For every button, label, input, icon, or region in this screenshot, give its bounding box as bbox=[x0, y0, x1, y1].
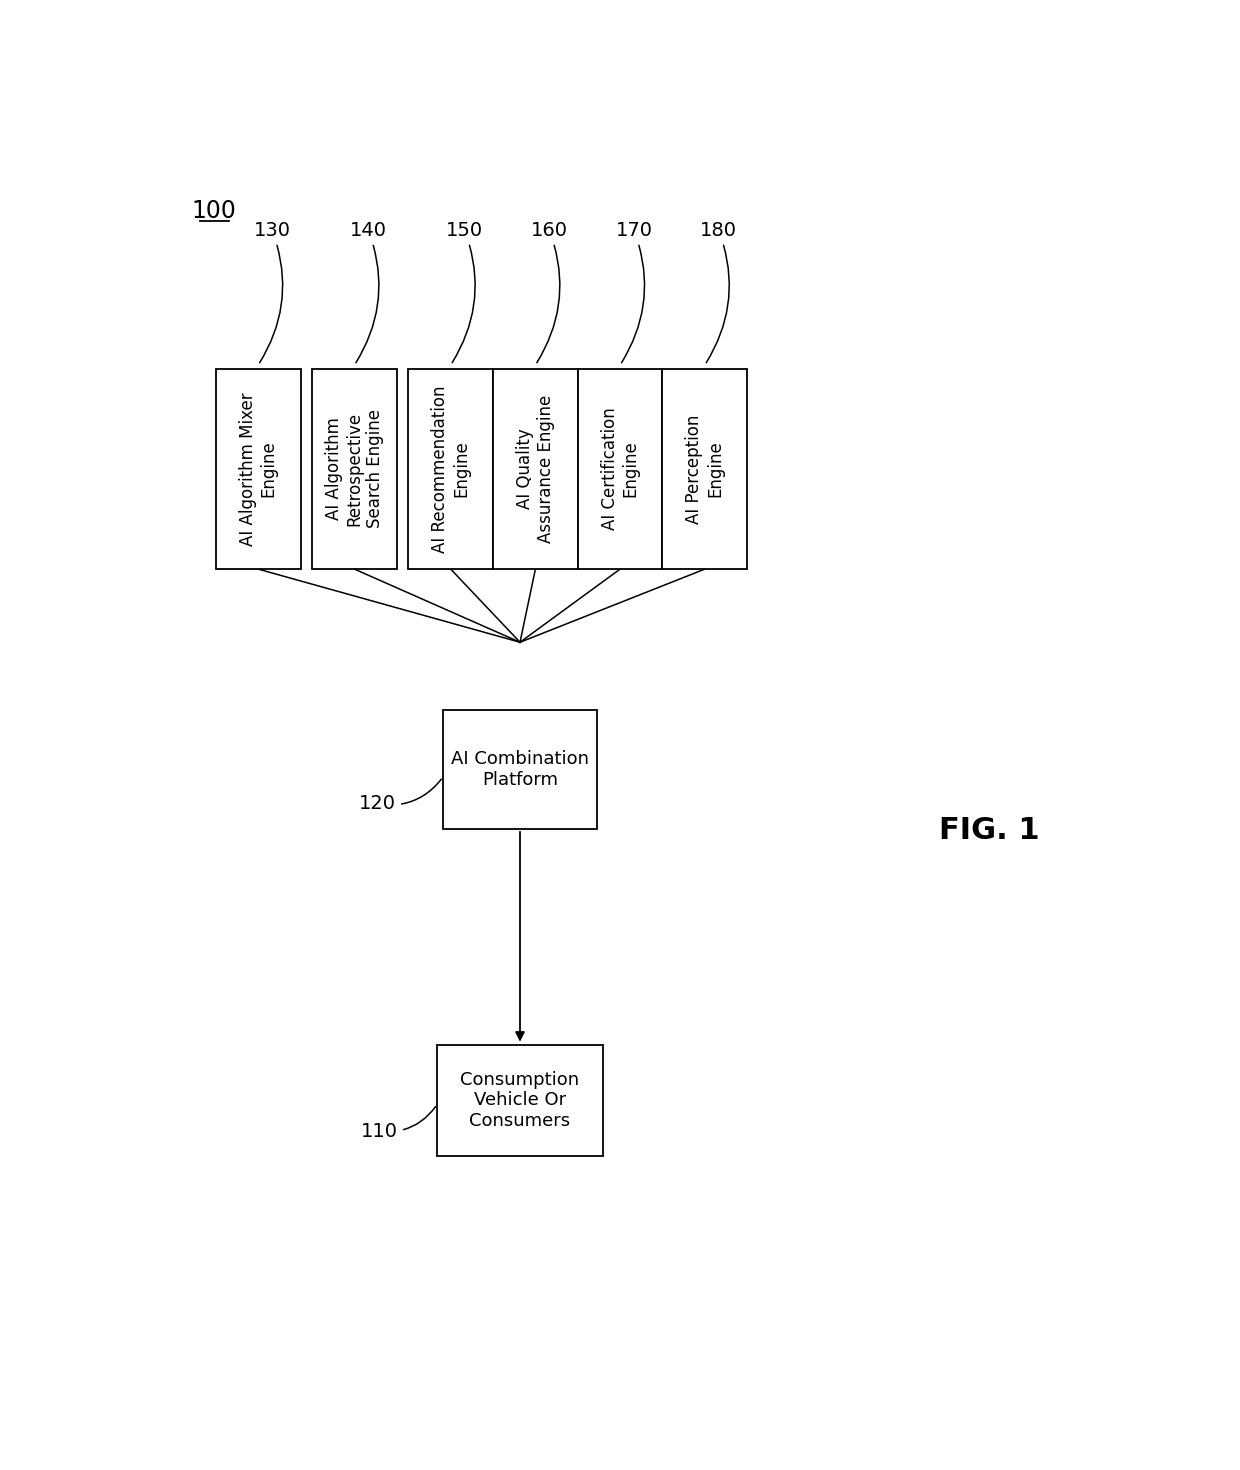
Text: 150: 150 bbox=[446, 220, 484, 363]
Text: 180: 180 bbox=[701, 220, 737, 363]
Bar bbox=[578, 369, 662, 569]
Text: AI Algorithm Mixer
Engine: AI Algorithm Mixer Engine bbox=[239, 392, 278, 545]
Bar bbox=[494, 369, 578, 569]
Text: 160: 160 bbox=[531, 220, 568, 363]
Text: AI Combination
Platform: AI Combination Platform bbox=[451, 750, 589, 789]
Text: AI Algorithm
Retrospective
Search Engine: AI Algorithm Retrospective Search Engine bbox=[325, 410, 384, 529]
Text: FIG. 1: FIG. 1 bbox=[940, 816, 1040, 845]
Text: Consumption
Vehicle Or
Consumers: Consumption Vehicle Or Consumers bbox=[460, 1070, 579, 1130]
Bar bbox=[408, 369, 494, 569]
Text: 140: 140 bbox=[350, 220, 387, 363]
Text: 170: 170 bbox=[615, 220, 652, 363]
Text: 130: 130 bbox=[253, 220, 290, 363]
Text: AI Perception
Engine: AI Perception Engine bbox=[686, 415, 724, 523]
Text: AI Certification
Engine: AI Certification Engine bbox=[600, 407, 640, 531]
Bar bbox=[662, 369, 748, 569]
Text: AI Quality
Assurance Engine: AI Quality Assurance Engine bbox=[516, 395, 554, 542]
Bar bbox=[438, 1045, 603, 1157]
Bar bbox=[443, 710, 596, 829]
Bar bbox=[216, 369, 300, 569]
Text: 100: 100 bbox=[191, 198, 236, 223]
Text: 110: 110 bbox=[361, 1107, 435, 1141]
Text: 120: 120 bbox=[360, 779, 441, 813]
Text: AI Recommendation
Engine: AI Recommendation Engine bbox=[432, 385, 470, 553]
Bar bbox=[312, 369, 397, 569]
